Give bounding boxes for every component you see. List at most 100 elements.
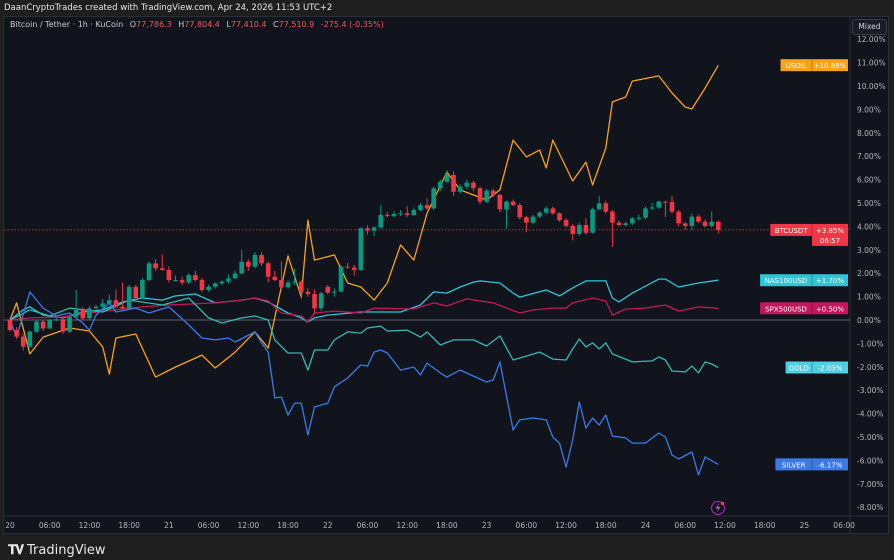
candle[interactable]	[543, 206, 549, 215]
candle[interactable]	[570, 224, 575, 241]
candle[interactable]	[87, 305, 92, 320]
candle[interactable]	[54, 317, 59, 322]
candle[interactable]	[636, 214, 642, 221]
candle[interactable]	[173, 275, 178, 282]
candle[interactable]	[292, 268, 297, 285]
candle[interactable]	[696, 214, 701, 223]
candle[interactable]	[338, 265, 344, 292]
candle[interactable]	[133, 284, 139, 301]
candle[interactable]	[649, 203, 655, 211]
candle[interactable]	[193, 270, 198, 282]
candle[interactable]	[623, 221, 628, 227]
candle[interactable]	[226, 274, 231, 284]
candle[interactable]	[656, 200, 662, 209]
candle[interactable]	[484, 188, 489, 203]
candle[interactable]	[93, 304, 99, 310]
candle[interactable]	[610, 210, 615, 247]
candle[interactable]	[471, 180, 476, 192]
candle[interactable]	[259, 252, 264, 267]
candle[interactable]	[596, 195, 602, 211]
candle[interactable]	[312, 289, 317, 315]
candle[interactable]	[212, 282, 218, 289]
candle[interactable]	[663, 200, 668, 218]
candle[interactable]	[113, 289, 119, 309]
candle[interactable]	[643, 206, 648, 220]
candle[interactable]	[219, 280, 225, 285]
candle[interactable]	[60, 318, 66, 335]
candle[interactable]	[318, 291, 324, 311]
candle[interactable]	[166, 266, 172, 283]
candle[interactable]	[332, 288, 337, 297]
candle[interactable]	[510, 199, 516, 207]
candle[interactable]	[371, 226, 377, 236]
candle[interactable]	[530, 214, 536, 225]
series-label-btcusdt[interactable]: BTCUSDT +3.85% 06:57	[770, 223, 848, 246]
candle[interactable]	[272, 270, 278, 282]
candle[interactable]	[385, 212, 390, 218]
candle[interactable]	[126, 284, 132, 310]
candle[interactable]	[120, 282, 125, 310]
candle[interactable]	[159, 254, 165, 271]
candle[interactable]	[497, 193, 503, 213]
candle[interactable]	[669, 195, 675, 214]
series-line-usoil[interactable]	[9, 64, 719, 378]
candle[interactable]	[431, 186, 436, 211]
candle[interactable]	[107, 294, 112, 305]
candle[interactable]	[603, 200, 609, 214]
candle[interactable]	[398, 210, 403, 216]
tradingview-footer[interactable]: 𝐓𝐕 TradingView	[8, 543, 106, 558]
candle[interactable]	[557, 212, 562, 222]
candle[interactable]	[477, 186, 483, 205]
candle[interactable]	[67, 315, 72, 333]
candle[interactable]	[702, 219, 708, 228]
candle[interactable]	[40, 320, 46, 331]
candle[interactable]	[517, 203, 523, 220]
candle[interactable]	[378, 205, 384, 229]
candle[interactable]	[365, 225, 370, 235]
candle[interactable]	[629, 217, 635, 226]
series-label-gold[interactable]: GOLD -2.03%	[785, 361, 848, 374]
candle[interactable]	[524, 215, 529, 233]
candle[interactable]	[424, 198, 430, 211]
candle[interactable]	[7, 317, 13, 332]
series-label-spx500usd[interactable]: SPX500USD +0.50%	[760, 302, 848, 315]
candle[interactable]	[451, 171, 456, 196]
candle[interactable]	[351, 265, 357, 276]
candle[interactable]	[358, 227, 364, 271]
candle[interactable]	[689, 213, 695, 230]
candle[interactable]	[418, 203, 423, 212]
candle[interactable]	[563, 218, 569, 228]
candle[interactable]	[199, 277, 205, 292]
candle[interactable]	[411, 207, 417, 216]
candle[interactable]	[676, 210, 681, 227]
candle[interactable]	[577, 222, 582, 236]
series-line-silver[interactable]	[9, 291, 719, 476]
candle[interactable]	[345, 262, 350, 269]
series-label-nas100usd[interactable]: NAS100USD +1.70%	[760, 274, 848, 287]
candle[interactable]	[153, 259, 158, 271]
candle[interactable]	[391, 211, 397, 218]
candle[interactable]	[252, 252, 258, 269]
candle[interactable]	[146, 261, 152, 282]
candle[interactable]	[179, 276, 185, 285]
candle[interactable]	[305, 288, 311, 297]
candle[interactable]	[490, 188, 496, 198]
candle[interactable]	[265, 261, 271, 283]
candle[interactable]	[550, 206, 556, 215]
candle[interactable]	[34, 320, 39, 333]
candle[interactable]	[457, 184, 463, 194]
candle[interactable]	[206, 284, 211, 292]
candle[interactable]	[246, 259, 251, 271]
candle[interactable]	[279, 261, 284, 290]
series-line-spx500usd[interactable]	[9, 297, 719, 323]
candle[interactable]	[325, 284, 331, 295]
candle[interactable]	[583, 218, 589, 235]
candle[interactable]	[73, 290, 79, 318]
candle[interactable]	[285, 280, 291, 289]
candle[interactable]	[80, 307, 86, 320]
candle[interactable]	[464, 179, 470, 189]
candle[interactable]	[590, 207, 595, 234]
candle[interactable]	[709, 211, 715, 228]
series-label-usoil[interactable]: USOIL +10.89%	[780, 59, 849, 72]
